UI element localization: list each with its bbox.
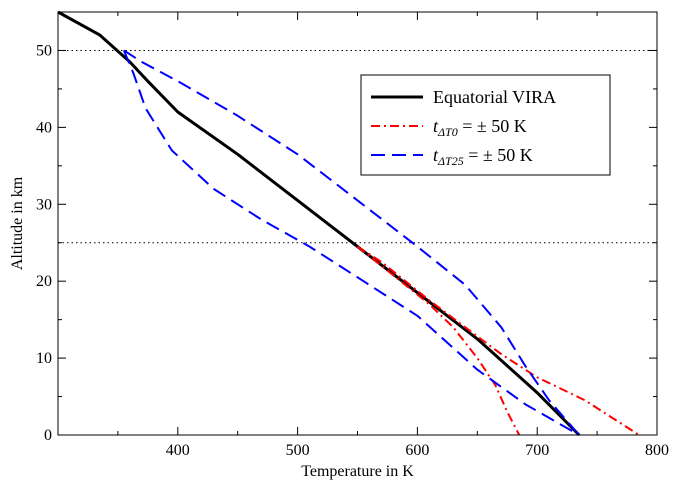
y-tick-label: 20 xyxy=(36,273,52,290)
legend-label-value: = ± 50 K xyxy=(458,116,527,136)
y-tick-label: 30 xyxy=(36,196,52,213)
legend-label-var: t xyxy=(433,116,439,136)
series-1-line-1 xyxy=(356,245,640,436)
series-2-line-0 xyxy=(123,49,580,436)
series-layer xyxy=(57,10,640,437)
x-tick-label: 600 xyxy=(405,442,429,459)
legend-label-0: Equatorial VIRA xyxy=(433,87,556,107)
legend-label-1: tΔT0 = ± 50 K xyxy=(433,116,527,139)
legend-label-subscript: ΔT25 xyxy=(437,154,464,168)
y-tick-label: 10 xyxy=(36,350,52,367)
series-2-line-1 xyxy=(122,50,580,436)
legend-box xyxy=(360,74,611,176)
x-tick-label: 700 xyxy=(525,442,549,459)
x-axis-label: Temperature in K xyxy=(301,463,414,480)
legend-label-subscript: ΔT0 xyxy=(437,125,458,139)
legend-label-var: t xyxy=(433,145,439,165)
series-1-line-0 xyxy=(356,245,521,436)
series-0 xyxy=(57,10,581,437)
series-2 xyxy=(122,49,580,436)
reference-lines xyxy=(58,49,657,244)
y-axis-label: Altitude in km xyxy=(9,176,26,270)
x-tick-label: 500 xyxy=(286,442,310,459)
series-0-line-0 xyxy=(57,10,581,437)
y-tick-label: 40 xyxy=(36,119,52,136)
x-axis-ticks: 400 500 600 700 800 xyxy=(117,12,669,459)
x-tick-label: 400 xyxy=(166,442,190,459)
y-axis-ticks: 0 10 20 30 40 50 xyxy=(36,42,657,444)
legend-label-2: tΔT25 = ± 50 K xyxy=(433,145,533,168)
x-tick-label: 800 xyxy=(645,442,669,459)
y-tick-label: 50 xyxy=(36,42,52,59)
legend-label-value: = ± 50 K xyxy=(464,145,533,165)
series-1 xyxy=(356,245,640,436)
y-tick-label: 0 xyxy=(44,427,52,444)
